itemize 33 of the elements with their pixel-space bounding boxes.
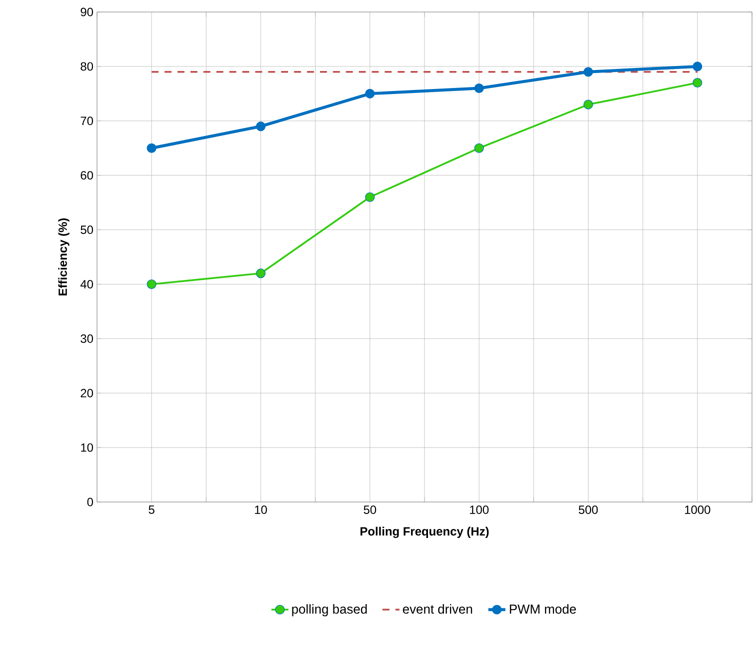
legend-label: polling based bbox=[292, 604, 367, 616]
y-tick-label: 20 bbox=[80, 388, 94, 398]
point bbox=[365, 88, 375, 98]
y-tick-label: 60 bbox=[80, 171, 94, 180]
point bbox=[474, 83, 484, 94]
x-tick-label: 500 bbox=[578, 506, 598, 514]
point bbox=[692, 62, 702, 72]
legend-label: PWM mode bbox=[510, 604, 576, 614]
point bbox=[256, 122, 266, 132]
y-axis-title: Efficiency (%) bbox=[58, 218, 70, 296]
y-tick-label: 0 bbox=[87, 498, 94, 506]
point bbox=[146, 143, 156, 153]
x-axis-title: Polling Frequency (Hz) bbox=[360, 526, 489, 538]
y-tick-label: 10 bbox=[81, 443, 94, 452]
x-tick-label: 5 bbox=[148, 506, 154, 514]
point bbox=[692, 78, 702, 88]
point bbox=[474, 143, 484, 153]
y-tick-label: 40 bbox=[80, 280, 94, 288]
y-tick-label: 70 bbox=[80, 116, 94, 126]
y-tick-label: 50 bbox=[80, 226, 94, 234]
point bbox=[256, 268, 266, 278]
legend-label: event driven bbox=[402, 604, 472, 614]
y-tick-label: 30 bbox=[80, 334, 94, 343]
point bbox=[365, 192, 375, 202]
point bbox=[146, 279, 156, 290]
y-tick-label: 90 bbox=[80, 8, 94, 16]
x-tick-label: 50 bbox=[364, 506, 376, 514]
point bbox=[583, 67, 594, 77]
x-tick-label: 10 bbox=[255, 506, 267, 514]
point bbox=[583, 100, 594, 110]
y-tick-label: 80 bbox=[80, 62, 94, 71]
x-tick-label: 1000 bbox=[685, 506, 710, 514]
x-tick-label: 100 bbox=[470, 506, 489, 514]
